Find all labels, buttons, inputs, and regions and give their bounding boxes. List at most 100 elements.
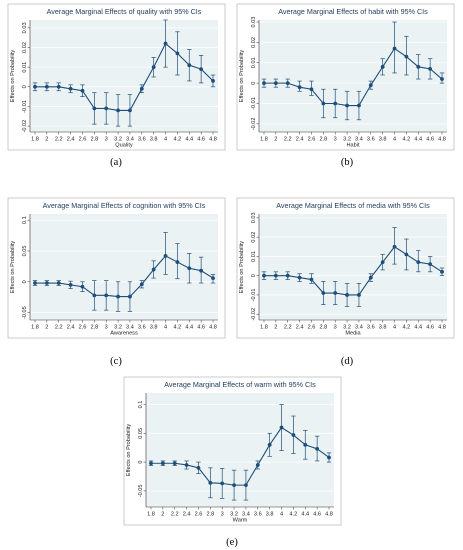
x-tick-label: 3.2 xyxy=(343,137,351,143)
y-axis-label: Effects on Probability xyxy=(239,241,245,294)
data-point xyxy=(149,461,153,466)
data-point xyxy=(273,81,278,86)
x-tick-label: 4.4 xyxy=(414,325,422,331)
x-tick-label: 2.6 xyxy=(308,325,316,331)
series-line xyxy=(264,246,443,296)
panel-caption: (d) xyxy=(341,356,354,367)
y-tick-label: 0.03 xyxy=(22,22,28,33)
x-tick-label: 2.4 xyxy=(67,137,75,143)
data-point xyxy=(199,67,204,72)
y-tick-label: 0.02 xyxy=(22,42,28,53)
data-point xyxy=(175,51,180,56)
data-point xyxy=(92,106,97,111)
plot-area xyxy=(259,214,447,320)
x-tick-label: 4.8 xyxy=(209,137,217,143)
x-tick-label: 3.6 xyxy=(138,325,146,331)
data-point xyxy=(333,291,338,295)
chart-panel-d: Average Marginal Effects of media with 9… xyxy=(236,197,455,367)
data-point xyxy=(267,442,272,447)
data-point xyxy=(440,269,444,274)
data-point xyxy=(309,87,314,92)
x-axis-label: Quality xyxy=(115,143,133,149)
x-tick-label: 4.6 xyxy=(426,137,434,143)
data-point xyxy=(151,267,156,272)
chart-title: Average Marginal Effects of quality with… xyxy=(47,7,202,16)
y-tick-label: -0.01 xyxy=(22,100,28,113)
data-point xyxy=(116,294,120,299)
data-point xyxy=(345,103,349,108)
x-tick-label: 4.8 xyxy=(325,512,333,518)
y-tick-label: -0.02 xyxy=(251,117,257,130)
data-point xyxy=(285,81,290,86)
data-point xyxy=(357,103,361,108)
y-axis-label: Effects on Probability xyxy=(10,50,16,103)
data-point xyxy=(392,244,397,249)
data-point xyxy=(315,446,320,451)
data-point xyxy=(139,86,144,91)
data-point xyxy=(404,54,409,59)
data-point xyxy=(262,273,266,278)
x-tick-label: 4.2 xyxy=(403,137,411,143)
data-point xyxy=(285,273,290,278)
data-point xyxy=(321,101,326,106)
y-tick-label: 0.03 xyxy=(251,212,257,223)
data-point xyxy=(128,108,132,113)
y-tick-label: -0.02 xyxy=(251,308,257,321)
series-line xyxy=(35,255,214,298)
x-tick-label: 2.4 xyxy=(296,137,304,143)
plot-area xyxy=(30,20,218,132)
panel-caption: (a) xyxy=(110,157,122,168)
data-point xyxy=(172,461,177,466)
y-tick-label: 0.1 xyxy=(22,216,28,224)
data-point xyxy=(44,84,49,89)
data-point xyxy=(303,442,308,447)
data-point xyxy=(357,293,361,297)
x-tick-label: 4.2 xyxy=(290,512,298,518)
x-tick-label: 4.2 xyxy=(403,325,411,331)
x-tick-label: 3.8 xyxy=(266,512,274,518)
data-point xyxy=(163,254,168,258)
y-tick-label: 0.02 xyxy=(251,37,257,48)
data-point xyxy=(297,275,302,280)
x-tick-label: 3.6 xyxy=(254,512,262,518)
x-tick-label: 1.8 xyxy=(147,512,155,518)
x-tick-label: 2 xyxy=(161,512,164,518)
panel-caption: (c) xyxy=(110,356,122,367)
y-tick-label: -0.05 xyxy=(138,485,144,498)
x-axis-label: Warm xyxy=(233,518,248,524)
y-tick-label: 0 xyxy=(138,461,144,464)
x-tick-label: 4.8 xyxy=(438,137,446,143)
x-tick-label: 3.4 xyxy=(355,137,363,143)
y-tick-label: 0.1 xyxy=(138,401,144,409)
x-tick-label: 3.2 xyxy=(343,325,351,331)
x-tick-label: 3.4 xyxy=(355,325,363,331)
y-tick-label: -0.01 xyxy=(251,289,257,302)
x-tick-label: 2 xyxy=(45,325,48,331)
x-tick-label: 3 xyxy=(334,137,337,143)
x-tick-label: 4.6 xyxy=(197,325,205,331)
y-axis-label: Effects on Probability xyxy=(10,241,16,294)
chart-title: Average Marginal Effects of warm with 95… xyxy=(164,380,316,389)
chart-panel-c: Average Marginal Effects of cognition wi… xyxy=(7,197,226,367)
data-point xyxy=(68,282,73,287)
data-point xyxy=(199,268,204,273)
x-tick-label: 4.8 xyxy=(438,325,446,331)
data-point xyxy=(139,282,144,287)
data-point xyxy=(187,266,192,271)
x-tick-label: 3 xyxy=(221,512,224,518)
data-point xyxy=(116,108,120,113)
x-tick-label: 4.2 xyxy=(174,137,182,143)
y-tick-label: 0.01 xyxy=(251,251,257,262)
data-point xyxy=(255,463,260,467)
data-point xyxy=(56,84,61,89)
y-tick-label: 0 xyxy=(22,280,28,283)
x-axis-label: Habit xyxy=(346,143,360,149)
y-tick-label: 0 xyxy=(251,82,257,85)
x-tick-label: 3.8 xyxy=(150,325,158,331)
x-tick-label: 3 xyxy=(105,137,108,143)
data-point xyxy=(163,41,168,46)
data-point xyxy=(416,260,421,265)
y-tick-label: 0.05 xyxy=(138,428,144,439)
data-point xyxy=(244,483,248,488)
data-point xyxy=(184,463,189,467)
